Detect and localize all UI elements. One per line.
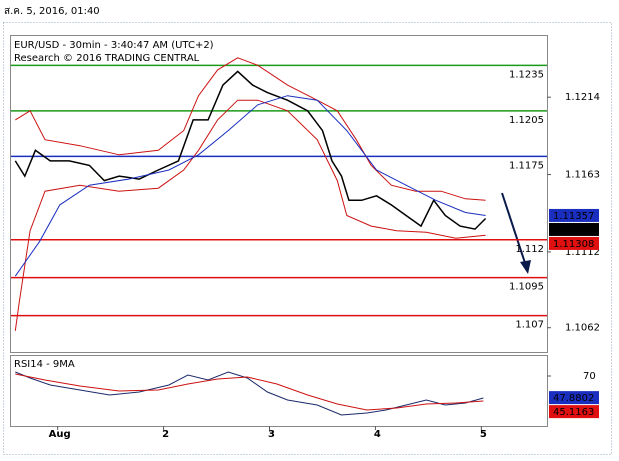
level-label: 1.1175 [509, 160, 544, 171]
series-line [15, 371, 484, 416]
price-box [549, 405, 599, 419]
chart-subtitle: Research © 2016 TRADING CENTRAL [14, 53, 200, 64]
y-tick-label: 1.1163 [565, 170, 600, 181]
y-tick-label: 1.1112 [565, 247, 600, 258]
level-label: 1.1205 [509, 115, 544, 126]
price-box [549, 222, 599, 236]
price-box [549, 208, 599, 222]
rsi-y-tick-label: 70 [583, 371, 596, 382]
y-tick-label: 1.1214 [565, 92, 600, 103]
x-tick-label: Aug [49, 429, 71, 440]
price-box-label: 45.1163 [553, 407, 594, 418]
x-tick-label: 2 [162, 429, 169, 440]
series-line [14, 99, 486, 331]
series-line [15, 57, 486, 201]
level-label: 1.1095 [509, 282, 544, 293]
arrow-head [520, 260, 531, 274]
date-header: ส.ค. 5, 2016, 01:40 [4, 6, 100, 17]
level-label: 1.1235 [509, 69, 544, 80]
y-tick-label: 1.1062 [565, 323, 600, 334]
price-box [549, 391, 599, 405]
level-label: 1.112 [515, 244, 544, 255]
rsi-panel [10, 355, 548, 427]
price-panel [10, 35, 548, 353]
price-box-label: 47.8802 [553, 393, 594, 404]
price-box-label: 1.11357 [553, 211, 594, 222]
price-box-label: 1.11314 [553, 225, 594, 236]
chart-title: EUR/USD - 30min - 3:40:47 AM (UTC+2) [14, 40, 214, 51]
x-tick-label: 4 [374, 429, 381, 440]
series-line [14, 95, 486, 277]
level-label: 1.107 [515, 320, 544, 331]
series-line [14, 70, 487, 230]
forecast-arrow [501, 192, 531, 274]
arrow-line [501, 192, 527, 267]
price-box [549, 236, 599, 250]
x-tick-label: 5 [480, 429, 487, 440]
rsi-title: RSI14 - 9MA [14, 359, 75, 370]
x-tick-label: 3 [268, 429, 275, 440]
frame [3, 22, 612, 455]
price-box-label: 1.11308 [553, 239, 594, 250]
series-line [15, 373, 484, 411]
